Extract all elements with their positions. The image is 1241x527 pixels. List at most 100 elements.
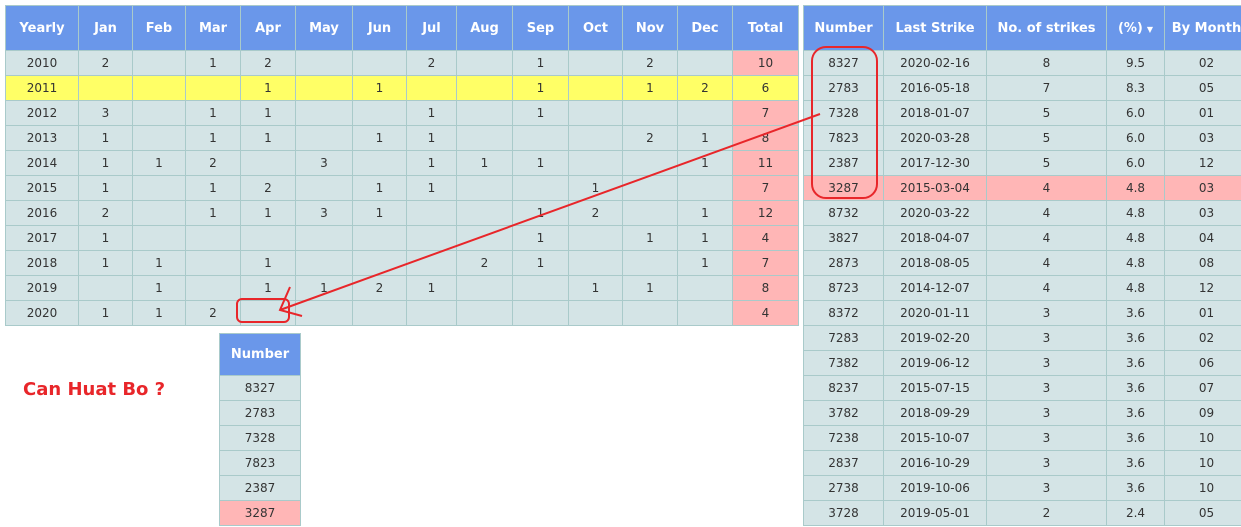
table-row[interactable]: 2783 2016-05-18 7 8.3 05 [803,75,1241,101]
cell: 3 [986,300,1107,326]
table-row[interactable]: 2010 2 1 2 2 1 2 10 [5,50,799,76]
column-header-nov[interactable]: Nov [622,5,678,51]
month-cell [240,225,296,251]
month-cell: 1 [132,150,186,176]
column-header-total[interactable]: Total [732,5,799,51]
table-row[interactable]: 2018 1 1 1 2 1 1 7 [5,250,799,276]
table-row[interactable]: 2011 1 1 1 1 2 6 [5,75,799,101]
column-header-yearly[interactable]: Yearly [5,5,79,51]
column-header-aug[interactable]: Aug [456,5,513,51]
column-header-number[interactable]: Number [219,333,301,376]
table-row[interactable]: 7823 2020-03-28 5 6.0 03 [803,125,1241,151]
table-row[interactable]: 3287 [219,500,301,526]
table-row[interactable]: 2783 [219,400,301,426]
table-row[interactable]: 8732 2020-03-22 4 4.8 03 [803,200,1241,226]
total-cell: 12 [732,200,799,226]
month-cell [512,125,569,151]
cell: 7 [986,75,1107,101]
column-header-3[interactable]: (%) ▼ [1106,5,1165,51]
column-header-mar[interactable]: Mar [185,5,241,51]
caret-down-icon[interactable]: ▼ [1146,24,1154,34]
table-row[interactable]: 2738 2019-10-06 3 3.6 10 [803,475,1241,501]
table-row[interactable]: 7283 2019-02-20 3 3.6 02 [803,325,1241,351]
cell: 3.6 [1106,300,1165,326]
month-cell: 2 [352,275,407,301]
cell: 3 [986,425,1107,451]
table-row[interactable]: 2013 1 1 1 1 1 2 1 8 [5,125,799,151]
table-row[interactable]: 2014 1 1 2 3 1 1 1 1 11 [5,150,799,176]
month-cell [352,250,407,276]
header-label: Number [814,20,873,36]
cell: 3 [986,325,1107,351]
table-row[interactable]: 8372 2020-01-11 3 3.6 01 [803,300,1241,326]
cell: 9.5 [1106,50,1165,76]
column-header-feb[interactable]: Feb [132,5,186,51]
column-header-oct[interactable]: Oct [568,5,623,51]
column-header-0[interactable]: Number [803,5,884,51]
month-cell [677,175,733,201]
table-row[interactable]: 3728 2019-05-01 2 2.4 05 [803,500,1241,526]
month-cell: 1 [352,200,407,226]
cell: 3782 [803,400,884,426]
cell: 3.6 [1106,400,1165,426]
month-cell: 1 [512,75,569,101]
month-cell: 1 [78,250,133,276]
month-cell [132,125,186,151]
table-row[interactable]: 8237 2015-07-15 3 3.6 07 [803,375,1241,401]
header-label: By Month [1171,20,1241,36]
table-row[interactable]: 2873 2018-08-05 4 4.8 08 [803,250,1241,276]
column-header-jun[interactable]: Jun [352,5,407,51]
cell: 09 [1164,400,1241,426]
number-cell: 3287 [219,500,301,526]
month-cell [185,75,241,101]
column-header-2[interactable]: No. of strikes [986,5,1107,51]
table-row[interactable]: 2017 1 1 1 1 4 [5,225,799,251]
cell: 3 [986,350,1107,376]
table-row[interactable]: 8327 2020-02-16 8 9.5 02 [803,50,1241,76]
table-row[interactable]: 2387 [219,475,301,501]
month-cell: 1 [406,100,457,126]
table-row[interactable]: 3287 2015-03-04 4 4.8 03 [803,175,1241,201]
table-row[interactable]: 8327 [219,375,301,401]
column-header-may[interactable]: May [295,5,353,51]
column-header-jan[interactable]: Jan [78,5,133,51]
month-cell [240,300,296,326]
table-row[interactable]: 3782 2018-09-29 3 3.6 09 [803,400,1241,426]
month-cell [132,50,186,76]
cell: 8237 [803,375,884,401]
table-row[interactable]: 3827 2018-04-07 4 4.8 04 [803,225,1241,251]
table-row[interactable]: 2387 2017-12-30 5 6.0 12 [803,150,1241,176]
month-cell [568,300,623,326]
table-row[interactable]: 2012 3 1 1 1 1 7 [5,100,799,126]
month-cell: 1 [677,125,733,151]
year-cell: 2010 [5,50,79,76]
table-row[interactable]: 2020 1 1 2 4 [5,300,799,326]
column-header-apr[interactable]: Apr [240,5,296,51]
cell: 4 [986,175,1107,201]
table-row[interactable]: 7238 2015-10-07 3 3.6 10 [803,425,1241,451]
cell: 2016-05-18 [883,75,987,101]
month-cell [677,300,733,326]
column-header-1[interactable]: Last Strike [883,5,987,51]
month-cell [240,150,296,176]
column-header-jul[interactable]: Jul [406,5,457,51]
table-row[interactable]: 7823 [219,450,301,476]
month-cell: 1 [677,150,733,176]
column-header-4[interactable]: By Month [1164,5,1241,51]
table-row[interactable]: 2837 2016-10-29 3 3.6 10 [803,450,1241,476]
column-header-dec[interactable]: Dec [677,5,733,51]
month-cell: 2 [406,50,457,76]
month-cell [406,225,457,251]
month-cell [622,200,678,226]
table-row[interactable]: 8723 2014-12-07 4 4.8 12 [803,275,1241,301]
month-cell: 1 [240,125,296,151]
table-row[interactable]: 2016 2 1 1 3 1 1 2 1 12 [5,200,799,226]
cell: 2018-08-05 [883,250,987,276]
table-row[interactable]: 2015 1 1 2 1 1 1 7 [5,175,799,201]
table-row[interactable]: 7328 2018-01-07 5 6.0 01 [803,100,1241,126]
total-cell: 8 [732,125,799,151]
column-header-sep[interactable]: Sep [512,5,569,51]
table-row[interactable]: 2019 1 1 1 2 1 1 1 8 [5,275,799,301]
table-row[interactable]: 7382 2019-06-12 3 3.6 06 [803,350,1241,376]
table-row[interactable]: 7328 [219,425,301,451]
